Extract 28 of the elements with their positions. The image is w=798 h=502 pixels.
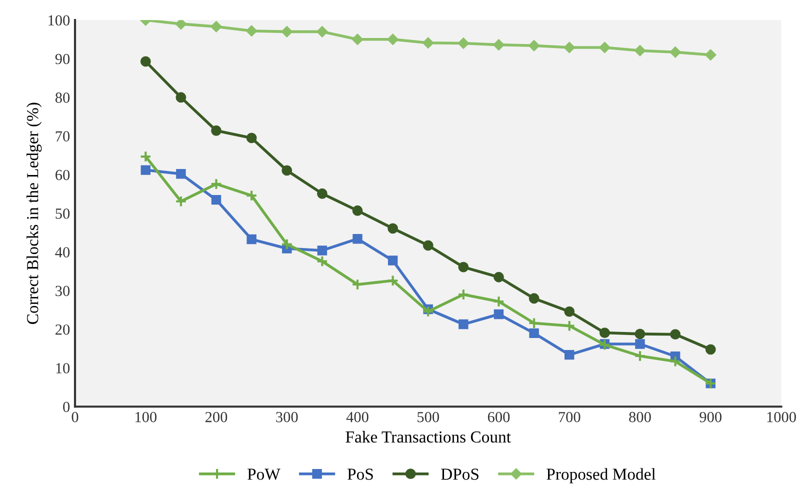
legend-label: PoS: [348, 468, 373, 480]
x-tick-label: 300: [276, 412, 298, 422]
y-tick-label: 60: [56, 170, 70, 180]
x-tick-label: 600: [488, 412, 510, 422]
y-tick-label: 0: [63, 402, 70, 412]
y-axis-title: Correct Blocks in the Ledger (%): [26, 102, 42, 324]
x-tick-label: 400: [346, 412, 368, 422]
x-tick-label: 700: [558, 412, 580, 422]
y-tick-label: 30: [56, 286, 70, 296]
x-tick-label: 200: [205, 412, 228, 422]
x-tick-label: 100: [136, 412, 157, 422]
x-axis-title: Fake Transactions Count: [346, 430, 511, 443]
x-tick-label: 800: [629, 412, 651, 422]
x-tick-label: 1000: [767, 412, 796, 422]
y-tick-label: 20: [56, 324, 70, 335]
legend-label: DPoS: [441, 468, 478, 480]
legend-label: PoW: [248, 468, 280, 480]
y-tick-label: 90: [55, 54, 70, 64]
x-tick-label: 900: [700, 412, 722, 422]
y-tick-label: 10: [56, 363, 70, 374]
y-tick-label: 50: [56, 208, 70, 219]
y-tick-label: 70: [56, 131, 70, 142]
x-tick-label: 0: [72, 412, 78, 422]
y-tick-label: 80: [55, 92, 70, 103]
legend-label: Proposed Model: [546, 468, 656, 484]
x-tick-label: 500: [418, 412, 440, 422]
y-tick-label: 100: [48, 15, 70, 26]
y-tick-label: 40: [55, 247, 70, 258]
